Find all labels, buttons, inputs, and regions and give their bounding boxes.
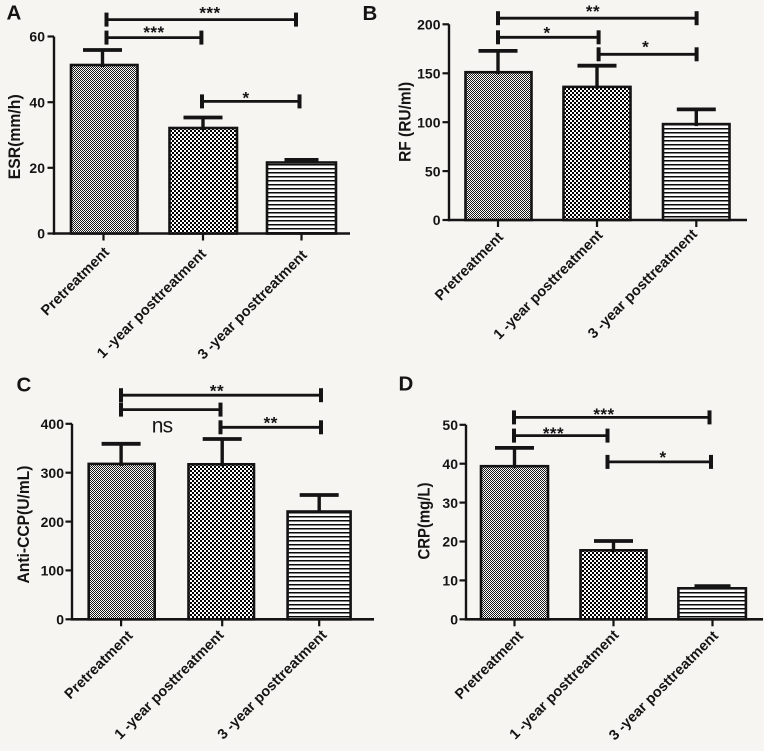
svg-text:ESR(mm/h): ESR(mm/h)	[5, 94, 24, 179]
svg-text:50: 50	[425, 163, 441, 179]
svg-text:40: 40	[29, 94, 45, 110]
svg-text:***: ***	[143, 23, 164, 42]
svg-text:400: 400	[41, 416, 65, 432]
svg-text:*: *	[659, 448, 666, 467]
svg-text:100: 100	[417, 114, 441, 130]
svg-text:40: 40	[442, 456, 458, 472]
svg-text:30: 30	[442, 495, 458, 511]
svg-text:A: A	[7, 2, 22, 25]
svg-text:20: 20	[29, 160, 45, 176]
svg-text:D: D	[399, 373, 414, 396]
svg-text:*: *	[642, 38, 649, 57]
svg-text:200: 200	[417, 17, 441, 33]
svg-text:0: 0	[450, 612, 458, 628]
svg-text:150: 150	[417, 66, 441, 82]
svg-text:RF (RU/ml): RF (RU/ml)	[396, 82, 415, 162]
svg-text:300: 300	[41, 465, 65, 481]
svg-text:***: ***	[543, 424, 564, 443]
svg-text:***: ***	[593, 405, 614, 424]
svg-text:**: **	[264, 414, 278, 433]
svg-text:***: ***	[199, 3, 220, 22]
svg-text:Anti-CCP(U/mL): Anti-CCP(U/mL)	[14, 466, 33, 584]
svg-text:60: 60	[29, 29, 45, 45]
svg-text:50: 50	[442, 417, 458, 433]
svg-text:CRP(mg/L): CRP(mg/L)	[415, 483, 434, 560]
svg-text:B: B	[363, 2, 378, 25]
svg-text:10: 10	[442, 573, 458, 589]
svg-text:100: 100	[41, 563, 65, 579]
svg-text:0: 0	[37, 226, 45, 242]
svg-text:*: *	[543, 24, 550, 43]
svg-text:*: *	[242, 89, 249, 108]
svg-text:20: 20	[442, 534, 458, 550]
svg-text:200: 200	[41, 514, 65, 530]
svg-text:**: **	[586, 2, 600, 21]
svg-text:ns: ns	[152, 415, 173, 438]
svg-text:0: 0	[433, 212, 441, 228]
svg-text:0: 0	[56, 612, 64, 628]
svg-text:C: C	[17, 374, 32, 397]
svg-text:**: **	[210, 382, 224, 401]
